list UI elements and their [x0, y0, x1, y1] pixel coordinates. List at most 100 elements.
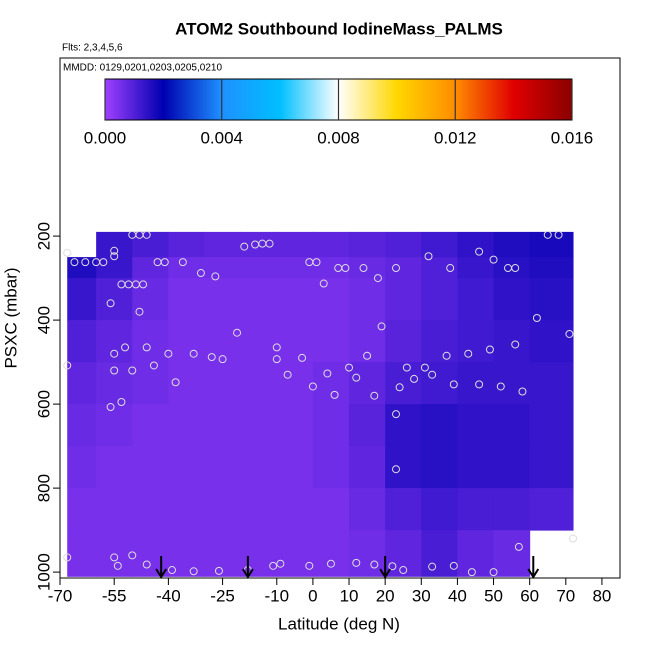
sample-point — [178, 258, 187, 267]
heat-cell — [493, 404, 531, 447]
heat-cell — [96, 404, 133, 447]
sample-point — [214, 566, 223, 575]
sample-point — [554, 230, 563, 239]
heat-cell — [493, 446, 531, 489]
heat-cell — [204, 278, 242, 321]
heat-cell — [312, 257, 350, 279]
heat-cell — [349, 362, 386, 405]
sample-point — [345, 363, 354, 372]
heat-cell — [457, 446, 495, 489]
heat-cell — [529, 257, 574, 279]
sample-point — [168, 566, 176, 575]
heat-cell — [529, 231, 574, 258]
x-tick-label: 60 — [520, 586, 539, 605]
heat-cell — [67, 446, 97, 489]
colorbar-tick-label: 0.016 — [551, 128, 594, 147]
heat-cell — [240, 488, 278, 531]
sample-point — [377, 322, 386, 331]
heat-cell — [204, 231, 242, 258]
sample-point — [117, 398, 126, 407]
sample-point — [272, 343, 281, 352]
x-axis-label: Latitude (deg N) — [278, 614, 400, 633]
heat-cell — [96, 278, 133, 321]
heat-cell — [312, 488, 350, 531]
heat-cell — [276, 362, 314, 405]
heat-cell — [457, 278, 495, 321]
sample-point — [323, 369, 332, 378]
heat-cell — [96, 320, 133, 363]
sample-point — [399, 566, 408, 575]
colorbar-tick-label: 0.008 — [317, 128, 360, 147]
heat-cell — [240, 257, 278, 279]
heat-cell — [132, 362, 169, 405]
sample-point — [496, 382, 505, 391]
sample-point — [489, 568, 498, 577]
heat-cell — [67, 488, 97, 531]
heat-cell — [240, 404, 278, 447]
sample-point — [70, 258, 79, 267]
x-tick-label: 10 — [340, 586, 359, 605]
sample-point — [63, 248, 72, 257]
heat-cell — [529, 404, 574, 447]
heat-cell — [204, 362, 242, 405]
heat-cell — [204, 257, 242, 279]
sample-point — [142, 343, 151, 352]
heat-cell — [132, 446, 169, 489]
sample-point — [110, 252, 119, 261]
x-tick-label: -70 — [48, 586, 73, 605]
sample-point — [424, 252, 433, 261]
heat-cell — [349, 446, 386, 489]
sample-point — [467, 568, 476, 577]
sample-point — [276, 559, 285, 568]
sample-point — [312, 258, 321, 267]
x-tick-label: 30 — [412, 586, 431, 605]
x-tick-label: -10 — [264, 586, 289, 605]
heat-cell — [457, 257, 495, 279]
heat-cell — [276, 278, 314, 321]
heat-cell — [312, 362, 350, 405]
heat-cell — [67, 362, 97, 405]
sample-point — [449, 380, 458, 389]
sample-point — [142, 560, 151, 569]
sample-point — [305, 561, 314, 570]
y-axis-label: PSXC (mbar) — [1, 267, 20, 368]
sample-point — [511, 264, 520, 273]
sample-point — [565, 329, 574, 338]
sample-point — [106, 403, 115, 412]
sample-point — [388, 562, 397, 571]
sample-point — [326, 559, 335, 568]
sample-point — [139, 280, 148, 289]
heat-cell — [240, 362, 278, 405]
sample-point — [63, 553, 72, 562]
sample-point — [392, 465, 400, 474]
sample-point — [395, 383, 404, 392]
sample-point — [233, 328, 242, 337]
heat-cell — [96, 446, 133, 489]
heat-cell — [168, 404, 206, 447]
x-tick-label: 20 — [376, 586, 395, 605]
location-arrow — [155, 556, 168, 579]
y-tick-label: 1000 — [34, 553, 53, 591]
heat-cell — [204, 488, 242, 531]
heat-cell — [67, 257, 97, 279]
heat-cell — [421, 488, 458, 531]
heat-cell — [312, 320, 350, 363]
sample-point — [149, 361, 158, 370]
sample-point — [319, 279, 328, 288]
heat-cell — [132, 404, 169, 447]
sample-point — [298, 353, 307, 362]
sample-point — [464, 349, 473, 358]
heat-cell — [204, 530, 242, 577]
heat-cell — [276, 530, 314, 577]
heat-cell — [204, 404, 242, 447]
heat-cell — [168, 257, 206, 279]
heat-cell — [132, 231, 169, 258]
heat-cell — [168, 530, 206, 577]
flights-note: Flts: 2,3,4,5,6 — [62, 43, 123, 54]
sample-point — [189, 567, 198, 576]
heat-cell — [421, 530, 458, 577]
sample-point — [442, 351, 451, 360]
sample-point — [160, 258, 169, 267]
heat-cell — [493, 231, 531, 258]
